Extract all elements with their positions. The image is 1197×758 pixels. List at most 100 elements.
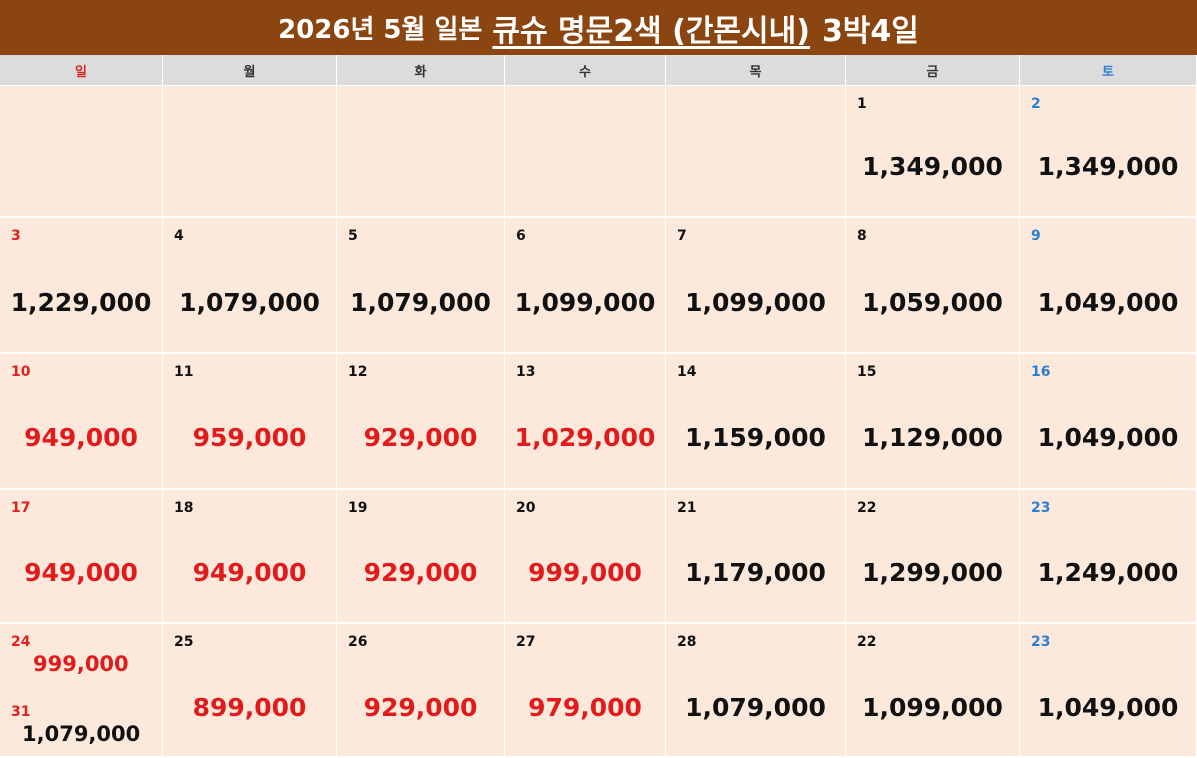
tour-price: 1,099,000	[685, 288, 826, 317]
tour-price: 1,079,000	[350, 288, 491, 317]
calendar-day-cell[interactable]: 22 1,299,000	[846, 490, 1020, 624]
calendar-empty-cell	[163, 86, 337, 218]
tour-price: 1,299,000	[862, 558, 1003, 587]
tour-price: 1,099,000	[514, 288, 656, 317]
weekday-header: 화	[337, 55, 505, 85]
calendar-day-cell[interactable]: 19 929,000	[337, 490, 505, 624]
calendar-day-cell[interactable]: 27 979,000	[505, 624, 666, 758]
tour-price: 949,000	[24, 558, 138, 587]
day-number: 1	[857, 96, 867, 112]
calendar-day-cell[interactable]: 13 1,029,000	[505, 354, 666, 490]
tour-price: 1,049,000	[1037, 288, 1179, 317]
calendar-day-cell[interactable]: 14 1,159,000	[666, 354, 846, 490]
day-number: 23	[1031, 634, 1051, 650]
tour-price: 929,000	[363, 693, 478, 722]
day-number: 4	[174, 228, 184, 244]
weekday-header: 금	[846, 55, 1020, 85]
tour-price: 949,000	[24, 423, 138, 452]
tour-price: 1,029,000	[514, 423, 656, 452]
day-number: 28	[677, 634, 697, 650]
calendar-day-cell[interactable]: 26 929,000	[337, 624, 505, 758]
day-number: 22	[857, 634, 877, 650]
title-bar: 2026년 5월 일본 큐슈 명문2색 (간몬시내) 3박4일	[0, 0, 1197, 55]
tour-price: 999,000	[528, 558, 642, 587]
calendar-day-cell[interactable]: 22 1,099,000	[846, 624, 1020, 758]
calendar-day-cell[interactable]: 6 1,099,000	[505, 218, 666, 354]
tour-price: 949,000	[192, 558, 307, 587]
day-number: 26	[348, 634, 368, 650]
calendar-day-cell[interactable]: 25 899,000	[163, 624, 337, 758]
day-number: 10	[11, 364, 31, 380]
calendar-empty-cell	[0, 86, 163, 218]
title-prefix: 2026년 5월 일본	[278, 15, 483, 45]
weekday-header: 목	[666, 55, 846, 85]
calendar-empty-cell	[666, 86, 846, 218]
day-number: 7	[677, 228, 687, 244]
day-number: 23	[1031, 500, 1051, 516]
day-number: 13	[516, 364, 536, 380]
day-number: 25	[174, 634, 194, 650]
calendar-day-cell[interactable]: 15 1,129,000	[846, 354, 1020, 490]
weekday-header: 일	[0, 55, 163, 85]
calendar-day-cell[interactable]: 8 1,059,000	[846, 218, 1020, 354]
tour-price: 899,000	[192, 693, 307, 722]
tour-price: 1,049,000	[1037, 423, 1179, 452]
calendar-day-cell[interactable]: 7 1,099,000	[666, 218, 846, 354]
calendar-day-cell[interactable]: 24 31 1,079,000 999,000	[0, 624, 163, 758]
tour-price: 1,349,000	[1037, 152, 1179, 181]
calendar-day-cell[interactable]: 4 1,079,000	[163, 218, 337, 354]
tour-price: 1,159,000	[685, 423, 826, 452]
tour-price: 959,000	[192, 423, 307, 452]
calendar-day-cell[interactable]: 28 1,079,000	[666, 624, 846, 758]
tour-price: 1,229,000	[10, 288, 152, 317]
day-number: 16	[1031, 364, 1051, 380]
calendar-day-cell[interactable]: 21 1,179,000	[666, 490, 846, 624]
day-number: 21	[677, 500, 697, 516]
calendar-day-cell[interactable]: 23 1,049,000	[1020, 624, 1197, 758]
day-number: 9	[1031, 228, 1041, 244]
tour-price: 1,129,000	[862, 423, 1003, 452]
calendar-day-cell[interactable]: 20 999,000	[505, 490, 666, 624]
weekday-header: 수	[505, 55, 666, 85]
tour-price: 1,249,000	[1037, 558, 1179, 587]
calendar-empty-cell	[505, 86, 666, 218]
day-number: 5	[348, 228, 358, 244]
weekday-header: 토	[1020, 55, 1197, 85]
tour-price: 999,000	[33, 652, 129, 676]
tour-price: 1,349,000	[862, 152, 1003, 181]
tour-price: 929,000	[363, 423, 478, 452]
calendar-day-cell[interactable]: 18 949,000	[163, 490, 337, 624]
calendar-day-cell[interactable]: 23 1,249,000	[1020, 490, 1197, 624]
calendar-day-cell[interactable]: 10 949,000	[0, 354, 163, 490]
calendar-day-cell[interactable]: 3 1,229,000	[0, 218, 163, 354]
title-main: 큐슈 명문2색 (간몬시내)	[492, 13, 810, 49]
tour-price: 1,099,000	[862, 693, 1003, 722]
day-number: 2	[1031, 96, 1041, 112]
calendar-day-cell[interactable]: 1 1,349,000	[846, 86, 1020, 218]
day-number: 20	[516, 500, 536, 516]
day-number: 6	[516, 228, 526, 244]
calendar-empty-cell	[337, 86, 505, 218]
tour-price: 1,179,000	[685, 558, 826, 587]
tour-price: 979,000	[528, 693, 642, 722]
day-number: 24	[11, 634, 31, 650]
calendar-day-cell[interactable]: 2 1,349,000	[1020, 86, 1197, 218]
calendar-day-cell[interactable]: 9 1,049,000	[1020, 218, 1197, 354]
tour-price: 1,079,000	[22, 722, 141, 746]
calendar-day-cell[interactable]: 17 949,000	[0, 490, 163, 624]
calendar-day-cell[interactable]: 12 929,000	[337, 354, 505, 490]
tour-price: 1,059,000	[862, 288, 1003, 317]
tour-price: 1,049,000	[1037, 693, 1179, 722]
calendar-day-cell[interactable]: 11 959,000	[163, 354, 337, 490]
tour-price: 1,079,000	[179, 288, 320, 317]
day-number: 31	[11, 704, 31, 720]
day-number: 17	[11, 500, 31, 516]
weekday-header: 월	[163, 55, 337, 85]
day-number: 15	[857, 364, 877, 380]
day-number: 18	[174, 500, 194, 516]
tour-price: 929,000	[363, 558, 478, 587]
calendar-day-cell[interactable]: 5 1,079,000	[337, 218, 505, 354]
calendar-day-cell[interactable]: 16 1,049,000	[1020, 354, 1197, 490]
day-number: 22	[857, 500, 877, 516]
day-number: 3	[11, 228, 21, 244]
